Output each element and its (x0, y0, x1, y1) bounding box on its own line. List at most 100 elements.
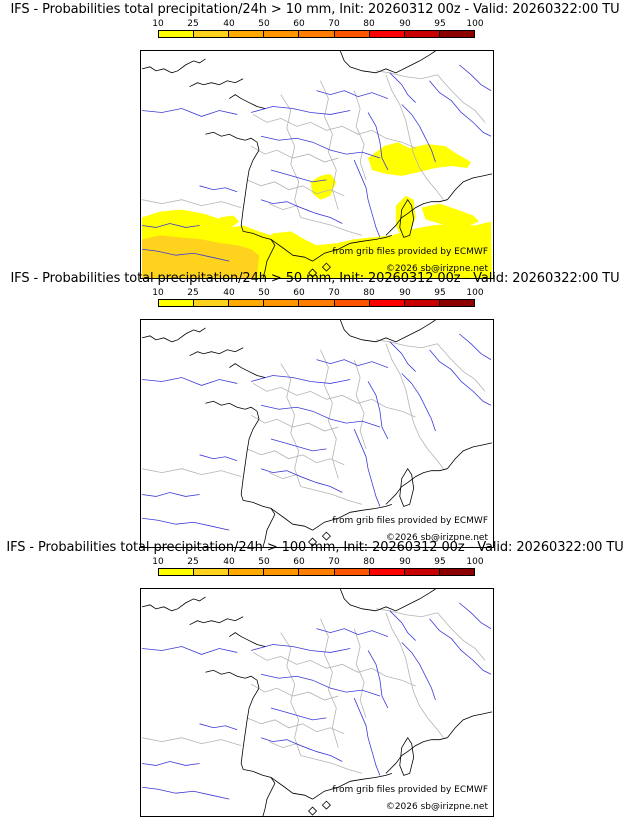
colorbar-swatch (439, 300, 474, 306)
admin-border (375, 339, 438, 349)
island-outline (321, 262, 331, 272)
island-outline (399, 198, 415, 238)
coastline (141, 596, 206, 612)
colorbar-tick-label: 80 (363, 288, 375, 298)
river-line (389, 72, 416, 103)
colorbar-swatch (264, 31, 300, 37)
river-line (260, 135, 381, 159)
coastline (339, 51, 436, 74)
colorbar-tick-label: 50 (258, 557, 270, 567)
colorbar-tick-label: 100 (466, 288, 484, 298)
admin-border (437, 612, 486, 661)
copyright-credit: ©2026 sb@irizpne.net (385, 802, 488, 812)
probability-map: from grib files provided by ECMWF ©2026 … (140, 319, 494, 548)
coastline (270, 777, 313, 800)
admin-border (300, 486, 363, 505)
admin-border (250, 683, 339, 701)
river-line (401, 104, 436, 163)
river-line (389, 610, 416, 641)
island-outline (399, 467, 415, 507)
coastline (447, 442, 493, 469)
colorbar-swatch (404, 31, 440, 37)
precipitation-area (368, 142, 472, 176)
river-line (367, 650, 389, 709)
admin-border (353, 628, 367, 718)
river-line (260, 199, 343, 224)
coastline (205, 131, 260, 151)
river-line (458, 64, 492, 91)
copyright-credit: ©2026 sb@irizpne.net (385, 533, 488, 543)
river-line (141, 248, 230, 262)
river-line (270, 707, 327, 721)
colorbar-swatch (264, 300, 300, 306)
coastline (339, 320, 436, 343)
admin-border (353, 359, 367, 449)
island-outline (308, 806, 318, 816)
admin-border (371, 667, 416, 687)
river-line (260, 737, 343, 762)
colorbar-swatch (159, 569, 195, 575)
admin-border (371, 398, 416, 418)
admin-border (320, 80, 339, 210)
colorbar-tick-label: 50 (258, 288, 270, 298)
admin-border (385, 74, 428, 181)
coastline (189, 78, 244, 88)
panel-title: IFS - Probabilities total precipitation/… (10, 271, 620, 286)
colorbar-swatch (404, 300, 440, 306)
colorbar: 10 25 40 50 60 70 80 90 95 100 (152, 288, 484, 313)
admin-border (320, 349, 339, 479)
precipitation-area (421, 203, 480, 228)
coastline (243, 500, 276, 547)
river-line (401, 373, 436, 432)
coastline (385, 468, 448, 505)
forecast-panel-10mm: IFS - Probabilities total precipitation/… (0, 2, 630, 279)
admin-border (385, 612, 428, 719)
admin-border (427, 717, 444, 738)
coastline (312, 234, 392, 262)
colorbar-tick-label: 40 (223, 288, 235, 298)
river-line (270, 438, 327, 452)
river-line (260, 468, 343, 493)
admin-border (268, 472, 311, 481)
river-line (142, 108, 238, 117)
colorbar-tick-label: 25 (187, 19, 199, 29)
admin-border (141, 199, 242, 208)
colorbar-tick-label: 80 (363, 19, 375, 29)
coastline (205, 669, 260, 689)
admin-border (280, 94, 302, 218)
coastline (243, 231, 276, 278)
river-line (367, 381, 389, 440)
colorbar-swatch (299, 300, 335, 306)
precipitation-area (395, 195, 416, 238)
colorbar-tick-label: 10 (152, 557, 164, 567)
river-line (316, 90, 389, 99)
colorbar-tick-label: 25 (187, 288, 199, 298)
panel-title: IFS - Probabilities total precipitation/… (10, 2, 620, 17)
river-line (250, 644, 351, 653)
probability-map: from grib files provided by ECMWF ©2026 … (140, 50, 494, 279)
colorbar-strip (158, 30, 475, 38)
colorbar-tick-label: 10 (152, 288, 164, 298)
river-line (429, 349, 492, 406)
coastline (312, 772, 392, 800)
admin-border (353, 90, 367, 180)
river-line (316, 359, 389, 368)
island-outline (308, 537, 318, 547)
colorbar-tick-label: 90 (399, 19, 411, 29)
river-line (141, 786, 230, 800)
coastline (270, 508, 313, 531)
coastline (229, 94, 266, 109)
precipitation-area (142, 235, 260, 278)
admin-border (437, 74, 486, 123)
data-source-credit: from grib files provided by ECMWF (332, 516, 488, 526)
colorbar-tick-label: 60 (293, 288, 305, 298)
river-line (142, 646, 238, 655)
river-line (142, 377, 238, 386)
admin-border (252, 652, 373, 673)
colorbar-tick-label: 95 (434, 19, 446, 29)
colorbar-tick-label: 60 (293, 557, 305, 567)
colorbar: 10 25 40 50 60 70 80 90 95 100 (152, 19, 484, 44)
colorbar-swatch (334, 300, 370, 306)
colorbar-tick-label: 90 (399, 557, 411, 567)
colorbar-tick-label: 90 (399, 288, 411, 298)
